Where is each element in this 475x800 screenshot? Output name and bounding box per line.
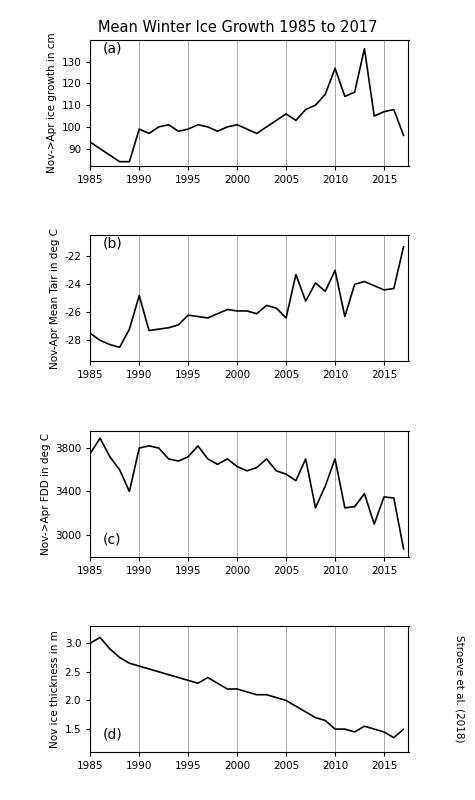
- Y-axis label: Nov->Apr ice growth in cm: Nov->Apr ice growth in cm: [48, 33, 57, 174]
- Text: (c): (c): [103, 533, 122, 546]
- Text: (a): (a): [103, 41, 123, 55]
- Y-axis label: Nov->Apr FDD in deg C: Nov->Apr FDD in deg C: [41, 433, 51, 554]
- Y-axis label: Nov ice thickness in m: Nov ice thickness in m: [50, 630, 60, 748]
- Y-axis label: Nov-Apr Mean Tair in deg C: Nov-Apr Mean Tair in deg C: [50, 228, 60, 369]
- Text: Mean Winter Ice Growth 1985 to 2017: Mean Winter Ice Growth 1985 to 2017: [98, 20, 377, 35]
- Text: (b): (b): [103, 237, 123, 250]
- Text: Stroeve et al. (2018): Stroeve et al. (2018): [455, 635, 465, 742]
- Text: (d): (d): [103, 728, 123, 742]
